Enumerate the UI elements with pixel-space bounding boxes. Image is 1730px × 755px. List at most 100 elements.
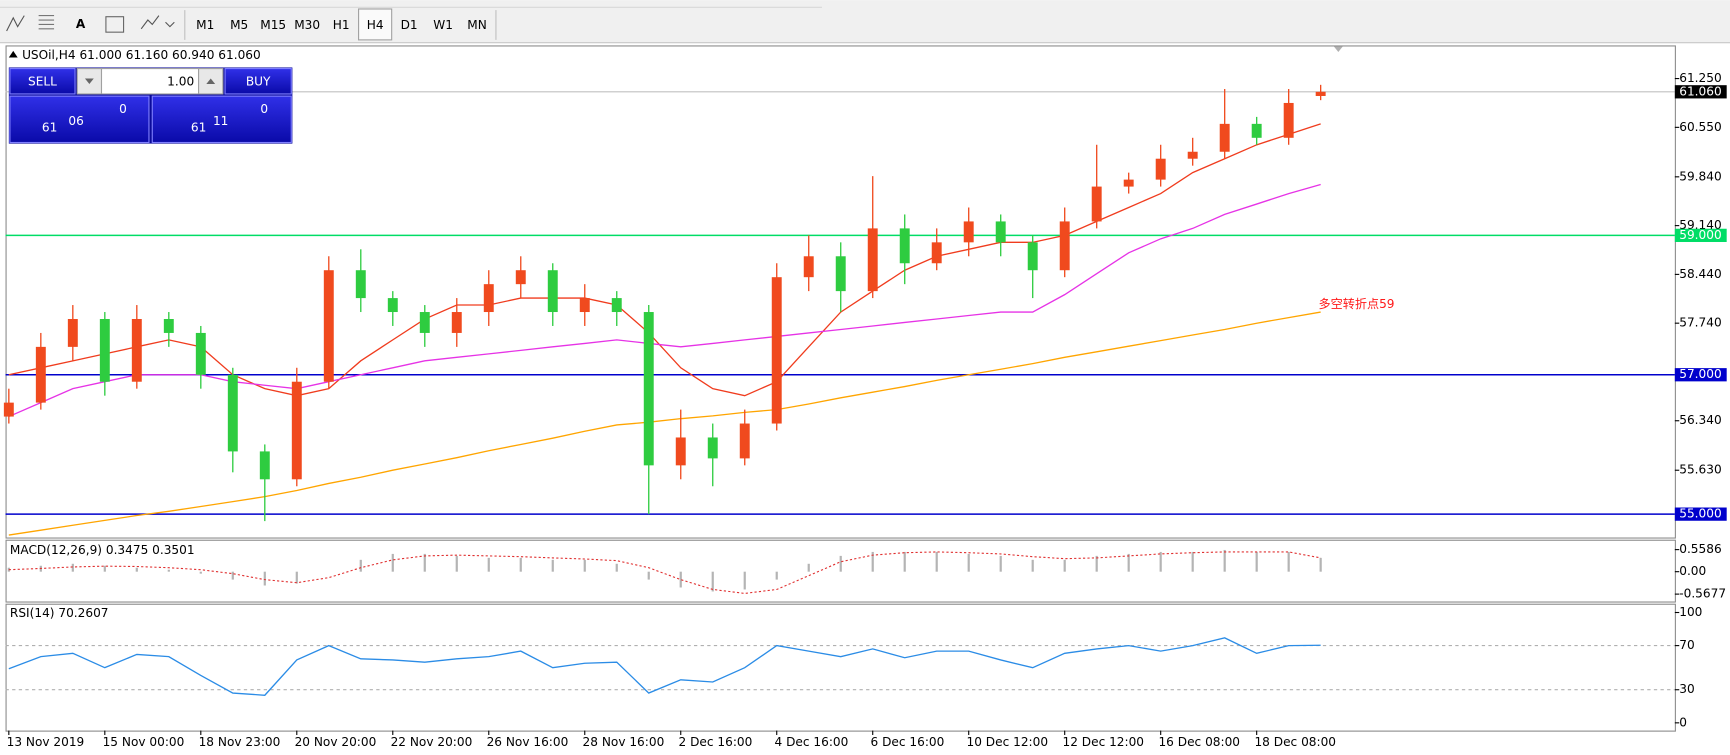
candle-body (387, 298, 398, 313)
icon-text-label[interactable] (105, 16, 125, 33)
candle-body (99, 318, 110, 382)
x-tick-label: 18 Nov 23:00 (199, 735, 281, 749)
toolbar: A M1 M5 M15 M30 H1 H4 D1 W1 MN (0, 0, 1730, 44)
candle-body (323, 270, 334, 382)
x-tick-label: 6 Dec 16:00 (871, 735, 945, 749)
ask-small[interactable]: 0 (260, 102, 268, 116)
y-tick-label: 30 (1679, 682, 1694, 696)
current-price-box (1674, 85, 1727, 99)
y-tick-label: 56.340 (1679, 413, 1721, 427)
y-tick-label: 60.550 (1679, 120, 1721, 134)
candle-body (291, 381, 302, 480)
x-tick-label: 26 Nov 16:00 (487, 735, 569, 749)
x-tick-label: 4 Dec 16:00 (775, 735, 849, 749)
ask-box[interactable] (151, 95, 292, 144)
sell-label[interactable]: SELL (28, 74, 57, 88)
ask-main[interactable]: 11 (213, 114, 228, 128)
text-tool[interactable]: A (76, 17, 86, 31)
x-tick-label: 10 Dec 12:00 (967, 735, 1049, 749)
rsi-panel-frame (5, 603, 1676, 732)
candle-body (1187, 151, 1198, 159)
bid-big[interactable]: 61 (42, 121, 57, 135)
timeframe-button[interactable]: D1 (401, 18, 418, 32)
icon-lines[interactable] (6, 15, 25, 32)
candle-body (67, 318, 78, 347)
lot-down-arrow[interactable] (84, 78, 94, 85)
lot-value[interactable]: 1.00 (167, 74, 194, 88)
candle-body (1091, 186, 1102, 222)
timeframe-button[interactable]: M1 (196, 18, 214, 32)
bid-main[interactable]: 06 (68, 114, 83, 128)
candle-body (1251, 123, 1262, 138)
header-arrow[interactable] (8, 50, 18, 58)
lot-input[interactable] (100, 68, 200, 95)
annotation: 多空转折点59 (1318, 296, 1394, 311)
rsi-title: RSI(14) 70.2607 (10, 606, 109, 620)
candle-body (963, 221, 974, 243)
timeframe-active[interactable] (358, 8, 393, 41)
timeframe-button[interactable]: M30 (294, 18, 320, 32)
x-tick-label: 2 Dec 16:00 (679, 735, 753, 749)
sell-button[interactable] (9, 68, 76, 95)
level-label-box (1674, 507, 1727, 521)
moving-average (8, 183, 1321, 418)
y-tick-label: 57.740 (1679, 316, 1721, 330)
timeframe-button[interactable]: H4 (367, 18, 384, 32)
toolbar-icons[interactable] (6, 15, 175, 33)
candle-body (1315, 91, 1326, 96)
level-label: 59.000 (1679, 228, 1721, 242)
x-tick-label: 20 Nov 20:00 (295, 735, 377, 749)
lot-up-arrow[interactable] (206, 78, 216, 85)
macd-title: MACD(12,26,9) 0.3475 0.3501 (10, 543, 195, 557)
rsi-line (8, 637, 1321, 696)
y-tick-label: 55.630 (1679, 463, 1721, 477)
timeframe-button[interactable]: W1 (433, 18, 453, 32)
x-tick-label: 16 Dec 08:00 (1158, 735, 1240, 749)
ask-big[interactable]: 61 (191, 121, 206, 135)
candle-body (995, 221, 1006, 243)
candle-body (1059, 221, 1070, 271)
x-tick-label: 12 Dec 12:00 (1062, 735, 1144, 749)
timeframe-button[interactable]: H1 (333, 18, 350, 32)
timeframe-bar: M1 M5 M15 M30 H1 H4 D1 W1 MN (196, 8, 487, 41)
candle-body (1155, 158, 1166, 180)
y-tick-label: 59.840 (1679, 169, 1721, 183)
chart-shift-marker[interactable] (1333, 46, 1343, 53)
moving-average (8, 311, 1321, 536)
candle-body (259, 451, 270, 480)
price-panel-frame (5, 45, 1676, 539)
candle-body (451, 312, 462, 333)
time-axis: 13 Nov 2019 15 Nov 00:00 18 Nov 23:00 20 No… (7, 730, 1336, 749)
candle-body (547, 270, 558, 313)
buy-label[interactable]: BUY (246, 74, 271, 88)
icon-fibo[interactable] (38, 15, 55, 30)
y-tick-label: 0.00 (1679, 564, 1706, 578)
y-tick-label: 59.140 (1679, 218, 1721, 232)
candle-body (835, 256, 846, 292)
level-label-box (1674, 228, 1727, 242)
candle-body (131, 318, 142, 382)
candle-body (1123, 179, 1134, 187)
candle-body (483, 284, 494, 313)
bid-small[interactable]: 0 (119, 102, 127, 116)
timeframe-button[interactable]: MN (467, 18, 487, 32)
macd-panel-frame (5, 539, 1676, 603)
y-tick-label: 100 (1679, 605, 1702, 619)
bid-box[interactable] (9, 95, 150, 144)
candle-body (867, 228, 878, 292)
level-label: 57.000 (1679, 367, 1721, 381)
buy-button[interactable] (224, 68, 292, 95)
x-tick-label: 13 Nov 2019 (7, 735, 85, 749)
candle-body (643, 312, 654, 466)
timeframe-button[interactable]: M15 (260, 18, 286, 32)
macd-signal (8, 551, 1321, 594)
candle-body (227, 374, 238, 452)
candle-body (355, 270, 366, 299)
macd-panel: 0.5586 0.00 -0.5677 (7, 542, 1726, 601)
lot-up[interactable] (198, 68, 224, 95)
timeframe-button[interactable]: M5 (230, 18, 248, 32)
y-tick-label: -0.5677 (1679, 587, 1726, 601)
icon-shapes[interactable] (140, 15, 175, 30)
